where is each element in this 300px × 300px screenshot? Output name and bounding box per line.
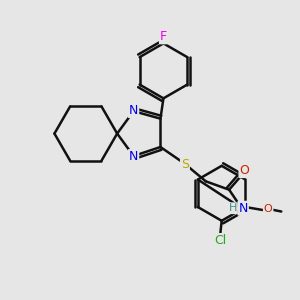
- Text: N: N: [238, 202, 248, 215]
- Text: Cl: Cl: [214, 234, 226, 247]
- Text: F: F: [160, 30, 167, 43]
- Text: O: O: [239, 164, 249, 177]
- Text: O: O: [264, 204, 272, 214]
- Text: N: N: [129, 104, 138, 117]
- Text: S: S: [181, 158, 189, 170]
- Text: H: H: [229, 203, 237, 213]
- Text: N: N: [129, 150, 138, 163]
